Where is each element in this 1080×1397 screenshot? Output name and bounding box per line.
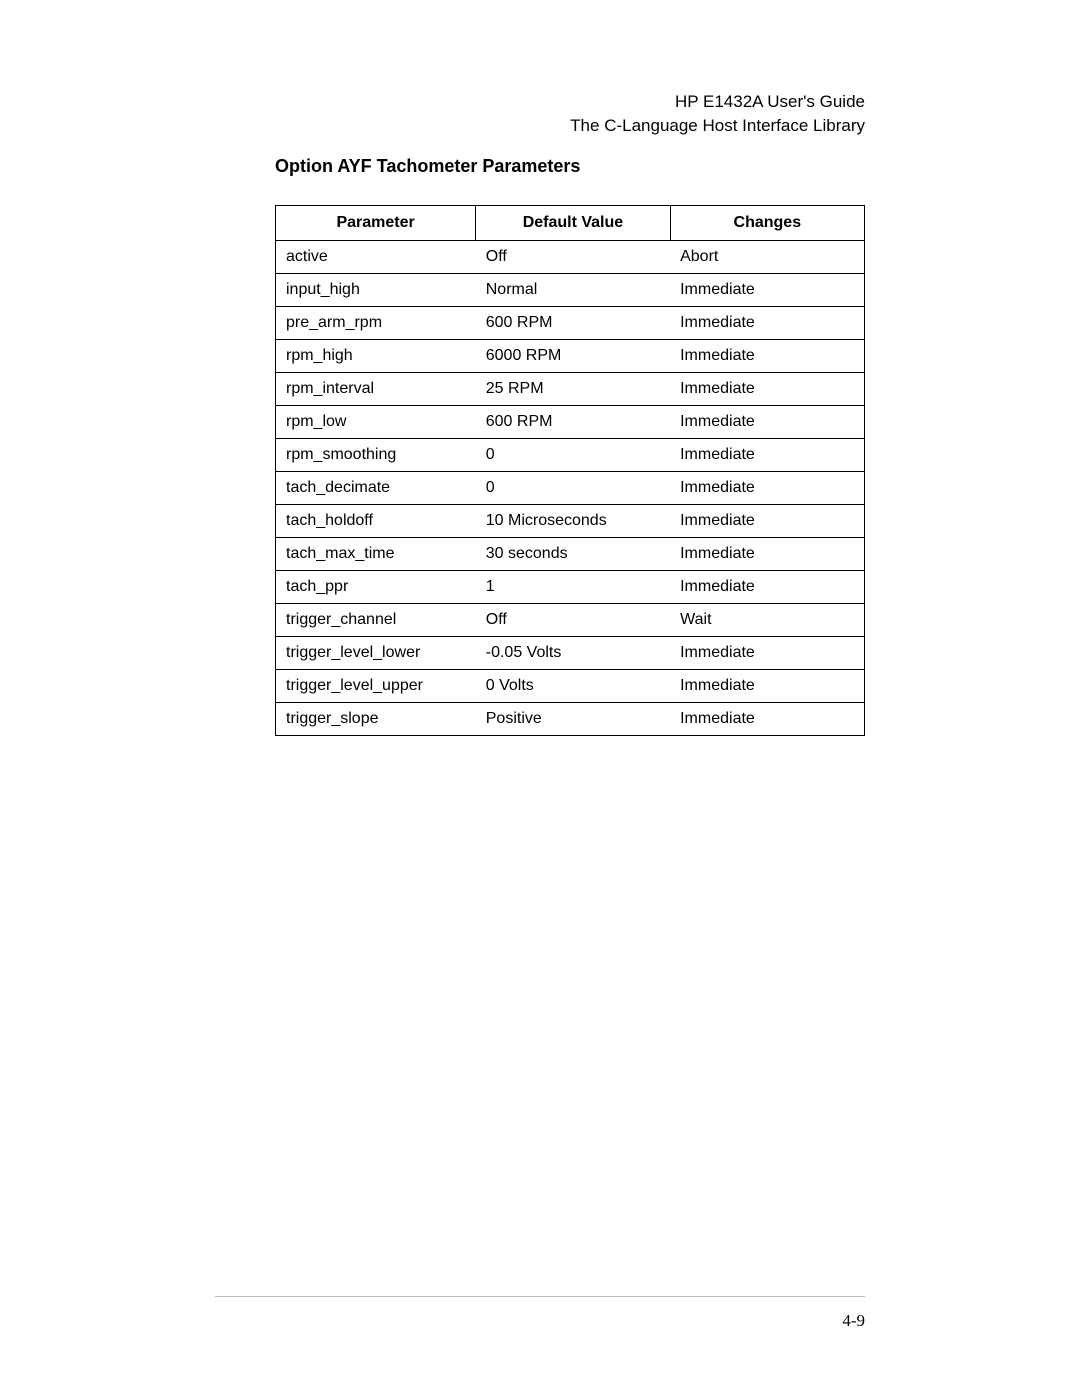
table-row: trigger_level_upper 0 Volts Immediate [276,669,865,702]
cell-changes: Abort [670,240,864,273]
cell-parameter: tach_holdoff [276,504,476,537]
cell-parameter: tach_max_time [276,537,476,570]
cell-default-value: 0 [476,471,670,504]
cell-parameter: rpm_interval [276,372,476,405]
table-row: trigger_channel Off Wait [276,603,865,636]
cell-default-value: 0 Volts [476,669,670,702]
cell-changes: Immediate [670,405,864,438]
table-row: active Off Abort [276,240,865,273]
tachometer-parameters-table: Parameter Default Value Changes active O… [275,205,865,736]
cell-changes: Immediate [670,273,864,306]
cell-default-value: Off [476,240,670,273]
cell-parameter: active [276,240,476,273]
cell-parameter: trigger_slope [276,702,476,735]
cell-parameter: tach_ppr [276,570,476,603]
table-row: rpm_high 6000 RPM Immediate [276,339,865,372]
cell-parameter: rpm_high [276,339,476,372]
cell-default-value: Off [476,603,670,636]
table-row: tach_decimate 0 Immediate [276,471,865,504]
table-row: pre_arm_rpm 600 RPM Immediate [276,306,865,339]
cell-changes: Immediate [670,306,864,339]
cell-default-value: 600 RPM [476,405,670,438]
table-row: rpm_low 600 RPM Immediate [276,405,865,438]
header-line-2: The C-Language Host Interface Library [275,114,865,138]
cell-default-value: 10 Microseconds [476,504,670,537]
cell-changes: Immediate [670,636,864,669]
table-row: rpm_smoothing 0 Immediate [276,438,865,471]
table-row: tach_ppr 1 Immediate [276,570,865,603]
page-header: HP E1432A User's Guide The C-Language Ho… [275,90,865,138]
page: HP E1432A User's Guide The C-Language Ho… [0,0,1080,1397]
cell-default-value: 25 RPM [476,372,670,405]
table-body: active Off Abort input_high Normal Immed… [276,240,865,735]
cell-default-value: 1 [476,570,670,603]
cell-changes: Immediate [670,702,864,735]
header-line-1: HP E1432A User's Guide [275,90,865,114]
column-header-changes: Changes [670,205,864,240]
table-header-row: Parameter Default Value Changes [276,205,865,240]
table-row: rpm_interval 25 RPM Immediate [276,372,865,405]
table-row: trigger_level_lower -0.05 Volts Immediat… [276,636,865,669]
cell-default-value: Positive [476,702,670,735]
cell-changes: Immediate [670,471,864,504]
cell-changes: Immediate [670,537,864,570]
cell-default-value: Normal [476,273,670,306]
column-header-default-value: Default Value [476,205,670,240]
cell-parameter: rpm_low [276,405,476,438]
cell-default-value: 0 [476,438,670,471]
section-title: Option AYF Tachometer Parameters [275,156,865,177]
cell-default-value: -0.05 Volts [476,636,670,669]
cell-parameter: rpm_smoothing [276,438,476,471]
cell-default-value: 6000 RPM [476,339,670,372]
table-row: input_high Normal Immediate [276,273,865,306]
cell-parameter: pre_arm_rpm [276,306,476,339]
page-number: 4-9 [842,1311,865,1331]
cell-default-value: 600 RPM [476,306,670,339]
cell-parameter: input_high [276,273,476,306]
table-row: tach_max_time 30 seconds Immediate [276,537,865,570]
cell-changes: Wait [670,603,864,636]
column-header-parameter: Parameter [276,205,476,240]
cell-changes: Immediate [670,438,864,471]
cell-parameter: trigger_level_lower [276,636,476,669]
cell-changes: Immediate [670,339,864,372]
cell-parameter: tach_decimate [276,471,476,504]
cell-parameter: trigger_level_upper [276,669,476,702]
cell-changes: Immediate [670,669,864,702]
table-row: tach_holdoff 10 Microseconds Immediate [276,504,865,537]
table-row: trigger_slope Positive Immediate [276,702,865,735]
cell-changes: Immediate [670,504,864,537]
cell-changes: Immediate [670,372,864,405]
cell-default-value: 30 seconds [476,537,670,570]
footer-rule [215,1296,865,1297]
cell-parameter: trigger_channel [276,603,476,636]
cell-changes: Immediate [670,570,864,603]
